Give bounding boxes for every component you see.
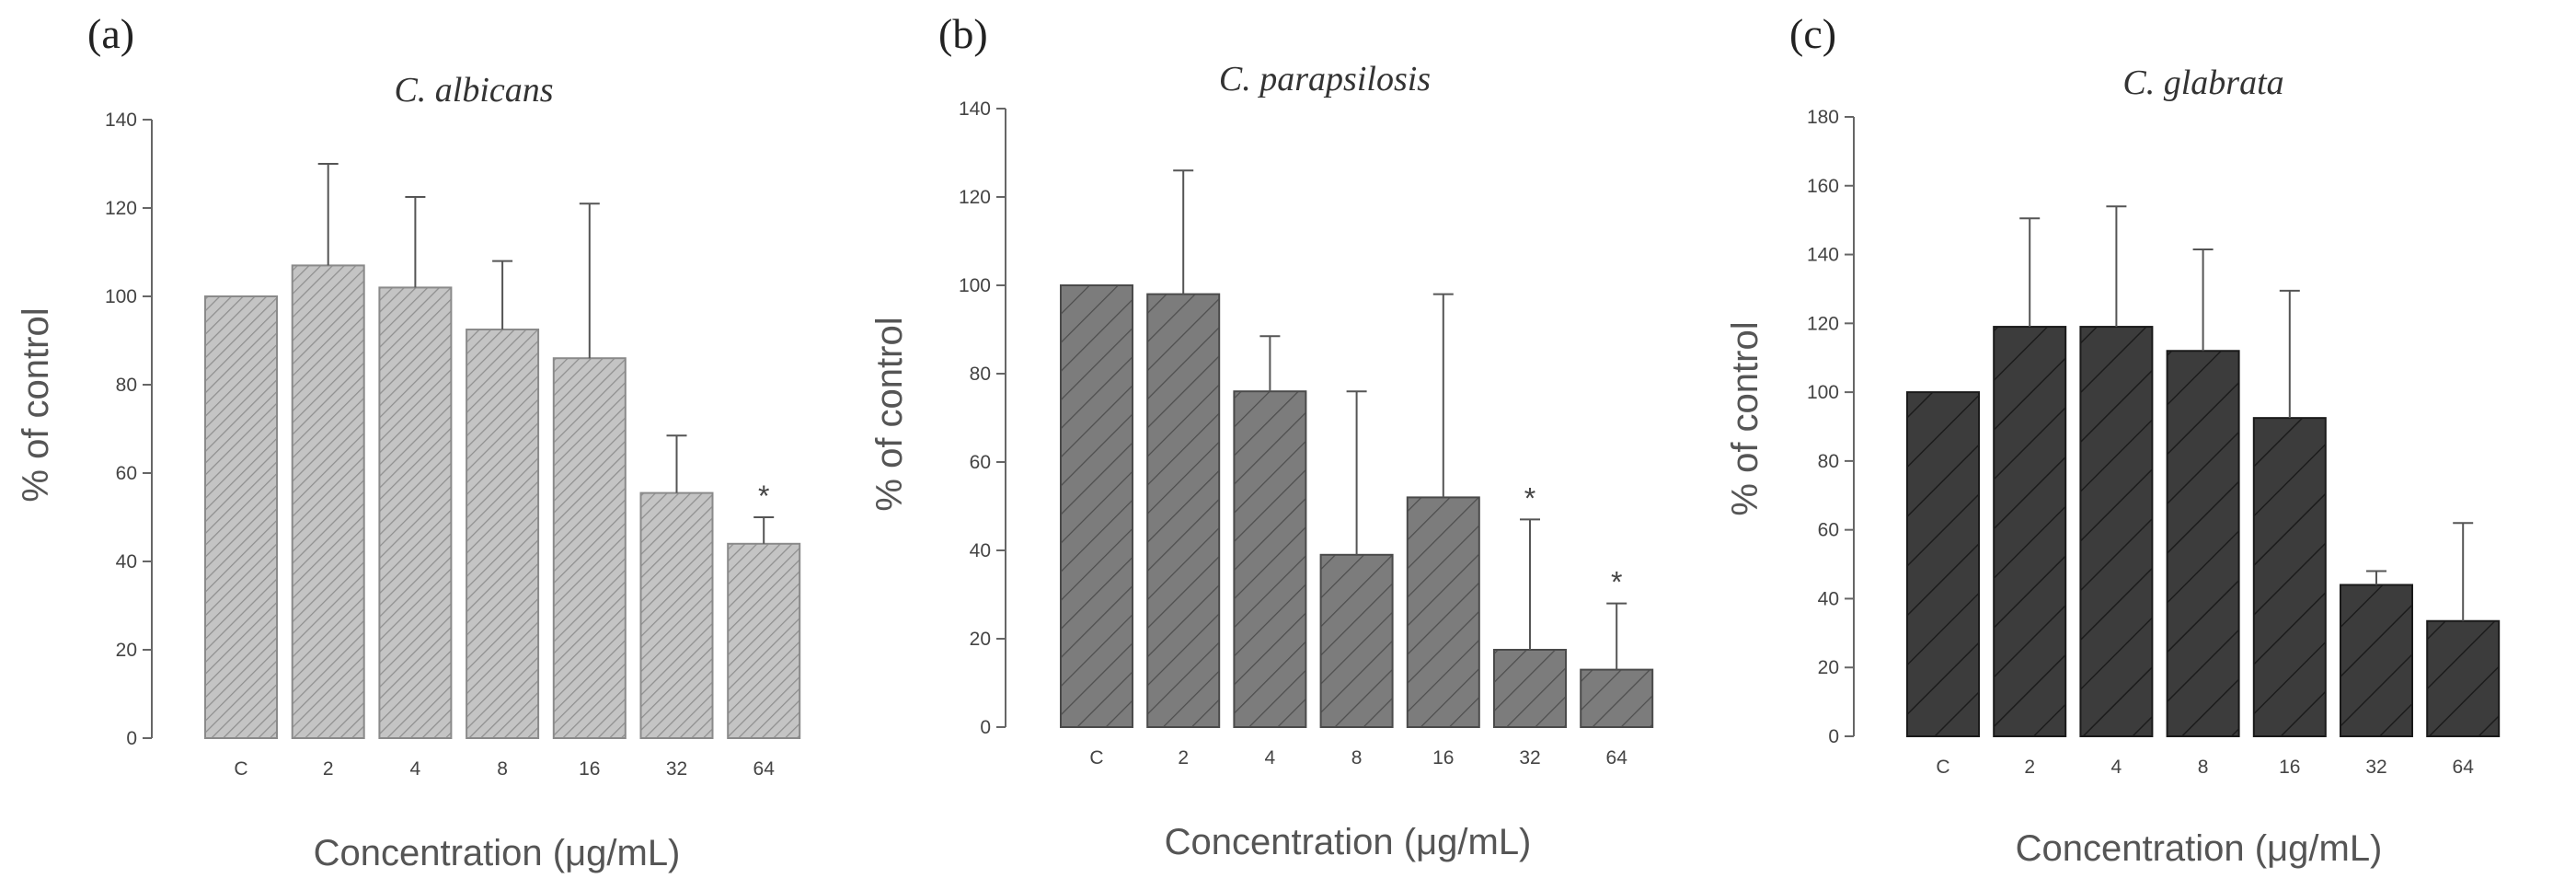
chart-title: C. parapsilosis — [1219, 60, 1431, 98]
x-tick-label: C — [1936, 757, 1949, 778]
panel-label: (b) — [938, 10, 988, 57]
bar — [1493, 649, 1567, 728]
bar — [552, 357, 627, 739]
x-tick-label: 64 — [2453, 757, 2475, 778]
bar — [466, 329, 540, 739]
y-tick-label: 80 — [1818, 451, 1839, 472]
panel-a: (a) C. albicans % of control Concentrati… — [16, 10, 801, 873]
bars: * — [204, 163, 801, 739]
y-tick-label: 140 — [1807, 245, 1839, 266]
y-ticks: 0 20 40 60 80 100 120 140 160 180 — [1807, 107, 1854, 747]
x-tick-label: 8 — [1351, 747, 1363, 769]
y-tick-label: 140 — [105, 110, 137, 131]
y-tick-label: 60 — [116, 463, 137, 484]
x-tick-label: 2 — [1178, 747, 1189, 769]
y-tick-label: 140 — [959, 98, 991, 120]
x-tick-label: 2 — [323, 758, 334, 780]
y-tick-label: 100 — [1807, 382, 1839, 403]
x-tick-label: 8 — [2198, 757, 2209, 778]
y-tick-label: 80 — [970, 364, 991, 385]
x-tick-label: 64 — [753, 758, 776, 780]
bars: ** — [1060, 169, 1654, 729]
bar — [1060, 284, 1133, 728]
x-ticks: C 2 4 8 16 32 64 — [1936, 757, 2474, 778]
x-tick-label: 2 — [2024, 757, 2035, 778]
x-tick-label: 32 — [2365, 757, 2386, 778]
y-tick-label: 100 — [959, 275, 991, 296]
bar — [2166, 350, 2240, 737]
x-tick-label: 32 — [1519, 747, 1540, 769]
y-tick-label: 20 — [970, 629, 991, 650]
bar — [639, 491, 714, 739]
y-tick-label: 0 — [1828, 726, 1839, 747]
y-ticks: 0 20 40 60 80 100 120 140 — [105, 110, 152, 749]
y-tick-label: 100 — [105, 286, 137, 307]
y-axis-label: % of control — [869, 317, 910, 511]
bar — [204, 295, 278, 739]
bar — [1146, 293, 1221, 728]
x-tick-label: 8 — [497, 758, 508, 780]
y-tick-label: 40 — [970, 540, 991, 561]
panel-label: (c) — [1789, 10, 1836, 57]
bar — [1319, 553, 1394, 728]
bar — [378, 286, 453, 739]
x-tick-label: 64 — [1606, 747, 1628, 769]
chart-title: C. glabrata — [2122, 64, 2283, 102]
panel-c: (c) C. glabrata % of control Concentrati… — [1725, 10, 2501, 869]
x-axis-label: Concentration (μg/mL) — [1165, 822, 1532, 862]
significance-star: * — [1611, 566, 1622, 599]
y-tick-label: 40 — [116, 551, 137, 572]
y-tick-label: 0 — [126, 728, 137, 749]
x-tick-label: 4 — [2111, 757, 2122, 778]
y-tick-label: 180 — [1807, 107, 1839, 128]
y-tick-label: 120 — [105, 198, 137, 219]
y-tick-label: 0 — [980, 717, 991, 738]
x-tick-label: 16 — [579, 758, 600, 780]
bars — [1906, 205, 2501, 737]
y-tick-label: 20 — [1818, 657, 1839, 678]
bar — [2079, 326, 2154, 737]
x-tick-label: 16 — [1432, 747, 1454, 769]
x-ticks: C 2 4 8 16 32 64 — [234, 758, 775, 780]
bar — [1406, 496, 1480, 729]
chart-title: C. albicans — [394, 71, 553, 110]
x-tick-label: 4 — [410, 758, 421, 780]
y-tick-label: 60 — [1818, 520, 1839, 541]
significance-star: * — [1524, 481, 1535, 514]
panel-b: (b) C. parapsilosis % of control Concent… — [869, 10, 1654, 862]
x-ticks: C 2 4 8 16 32 64 — [1089, 747, 1627, 769]
y-tick-label: 160 — [1807, 176, 1839, 197]
y-axis-label: % of control — [1725, 321, 1765, 515]
x-axis-label: Concentration (μg/mL) — [2016, 828, 2383, 869]
y-ticks: 0 20 40 60 80 100 120 140 — [959, 98, 1006, 738]
panel-label: (a) — [87, 10, 134, 57]
bar — [727, 542, 801, 739]
bar — [2426, 619, 2501, 737]
bar — [1580, 668, 1654, 728]
y-tick-label: 20 — [116, 640, 137, 661]
x-tick-label: C — [1089, 747, 1103, 769]
bar — [1906, 391, 1980, 737]
y-tick-label: 120 — [959, 187, 991, 208]
y-tick-label: 40 — [1818, 588, 1839, 609]
bar — [2252, 417, 2327, 737]
y-axis-label: % of control — [16, 307, 56, 502]
bar — [1233, 390, 1307, 728]
x-tick-label: 16 — [2279, 757, 2300, 778]
y-tick-label: 120 — [1807, 313, 1839, 334]
y-tick-label: 60 — [970, 452, 991, 473]
x-tick-label: C — [234, 758, 247, 780]
x-tick-label: 4 — [1265, 747, 1276, 769]
x-tick-label: 32 — [666, 758, 687, 780]
bar — [291, 264, 365, 739]
x-axis-label: Concentration (μg/mL) — [314, 833, 681, 873]
bar — [2340, 584, 2413, 737]
significance-star: * — [758, 480, 769, 513]
bar — [1993, 326, 2067, 737]
y-tick-label: 80 — [116, 375, 137, 396]
